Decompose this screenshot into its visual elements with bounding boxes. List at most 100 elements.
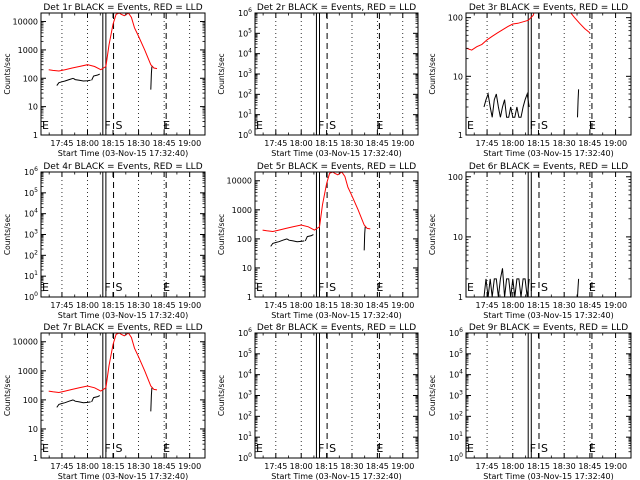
y-tick-label: 10 <box>453 233 463 242</box>
panel-title: Det 8r BLACK = Events, RED = LLD <box>257 323 416 333</box>
y-tick-label: 1 <box>33 131 38 140</box>
x-tick-label: 18:00 <box>501 139 524 148</box>
x-tick-label: 18:15 <box>527 301 550 310</box>
marker-label-e-start: E <box>42 442 49 455</box>
y-tick-label: 106 <box>238 327 252 338</box>
marker-label-e: E <box>163 442 170 455</box>
y-tick-label: 105 <box>24 187 38 198</box>
marker-label-f: F <box>104 281 110 294</box>
y-tick-label: 106 <box>449 327 463 338</box>
y-axis-label: Counts/sec <box>217 375 226 416</box>
marker-label-s: S <box>329 281 336 294</box>
x-tick-label: 18:15 <box>315 462 338 471</box>
marker-label-e: E <box>376 119 383 132</box>
marker-label-e: E <box>163 281 170 294</box>
marker-label-s: S <box>541 281 548 294</box>
marker-label-e-start: E <box>42 281 49 294</box>
y-tick-label: 102 <box>24 249 38 260</box>
plot-frame <box>254 332 419 459</box>
x-tick-label: 18:15 <box>102 301 125 310</box>
panel-title: Det 4r BLACK = Events, RED = LLD <box>43 162 202 172</box>
lld-series-line <box>48 333 158 394</box>
x-tick-label: 19:00 <box>178 301 201 310</box>
panel-det-3: Det 3r BLACK = Events, RED = LLD 1 10 100 Co… <box>428 3 632 158</box>
y-tick-label: 105 <box>449 348 463 359</box>
x-tick-label: 18:45 <box>578 301 601 310</box>
plot-frame <box>465 171 632 298</box>
y-tick-label: 104 <box>449 369 463 380</box>
events-series-line <box>72 77 91 82</box>
x-tick-label: 19:00 <box>604 462 627 471</box>
events-series-line <box>56 77 74 86</box>
y-axis-label: Counts/sec <box>217 214 226 255</box>
x-axis-label: Start Time (03-Nov-15 17:32:40) <box>58 472 188 480</box>
y-axis-label: Counts/sec <box>428 53 437 94</box>
y-tick-label: 103 <box>238 68 252 79</box>
marker-label-e-start: E <box>256 442 263 455</box>
panel-title: Det 9r BLACK = Events, RED = LLD <box>469 323 628 333</box>
y-tick-label: 104 <box>238 369 252 380</box>
panel-det-1: Det 1r BLACK = Events, RED = LLD 1 10 100 10… <box>3 3 206 158</box>
y-tick-label: 100 <box>448 14 463 23</box>
x-tick-label: 18:30 <box>127 139 150 148</box>
events-series-line <box>286 238 305 243</box>
x-tick-label: 18:45 <box>153 301 176 310</box>
marker-label-f: F <box>530 442 536 455</box>
y-tick-label: 100 <box>449 452 463 463</box>
x-tick-label: 18:15 <box>315 139 338 148</box>
x-tick-label: 18:30 <box>127 301 150 310</box>
y-tick-label: 101 <box>238 109 252 120</box>
marker-label-e: E <box>376 442 383 455</box>
events-series-line <box>56 399 74 408</box>
x-tick-label: 18:00 <box>290 301 313 310</box>
y-tick-label: 106 <box>24 166 38 177</box>
y-tick-label: 100 <box>23 74 38 83</box>
y-tick-label: 101 <box>449 431 463 442</box>
x-tick-label: 18:00 <box>501 462 524 471</box>
x-axis-label: Start Time (03-Nov-15 17:32:40) <box>271 149 401 158</box>
y-tick-label: 102 <box>449 410 463 421</box>
y-tick-label: 103 <box>238 390 252 401</box>
x-tick-label: 18:00 <box>76 462 99 471</box>
x-tick-label: 18:15 <box>527 462 550 471</box>
plot-frame <box>40 12 206 136</box>
y-axis-label: Counts/sec <box>428 214 437 255</box>
events-series-line <box>483 268 530 297</box>
x-tick-label: 19:00 <box>604 301 627 310</box>
marker-label-e-start: E <box>467 281 474 294</box>
x-tick-label: 18:15 <box>527 139 550 148</box>
marker-label-e-start: E <box>467 442 474 455</box>
panel-title: Det 5r BLACK = Events, RED = LLD <box>257 162 416 172</box>
marker-label-f: F <box>104 119 110 132</box>
plot-frame <box>40 171 206 298</box>
y-tick-label: 101 <box>238 431 252 442</box>
x-tick-label: 17:45 <box>264 301 287 310</box>
x-tick-label: 18:30 <box>553 462 576 471</box>
x-tick-label: 19:00 <box>178 462 201 471</box>
x-tick-label: 18:00 <box>290 139 313 148</box>
y-tick-label: 100 <box>24 291 38 302</box>
events-series-line <box>577 278 580 297</box>
marker-label-s: S <box>116 119 123 132</box>
plot-frame <box>254 171 419 298</box>
x-tick-label: 19:00 <box>391 462 414 471</box>
y-tick-label: 105 <box>238 348 252 359</box>
plot-frame <box>254 12 419 136</box>
x-tick-label: 17:45 <box>476 139 499 148</box>
y-tick-label: 10 <box>28 425 38 434</box>
lld-series-line <box>466 13 591 51</box>
y-tick-label: 1 <box>33 454 38 463</box>
y-tick-label: 102 <box>238 410 252 421</box>
y-tick-label: 10 <box>242 264 252 273</box>
y-tick-label: 101 <box>24 270 38 281</box>
marker-label-e: E <box>589 442 596 455</box>
y-axis-label: Counts/sec <box>428 375 437 416</box>
marker-label-f: F <box>318 281 324 294</box>
x-tick-label: 18:45 <box>366 301 389 310</box>
x-tick-label: 18:00 <box>501 301 524 310</box>
marker-label-f: F <box>318 119 324 132</box>
y-tick-label: 1000 <box>232 206 252 215</box>
marker-label-e-start: E <box>256 281 263 294</box>
x-tick-label: 18:00 <box>76 139 99 148</box>
